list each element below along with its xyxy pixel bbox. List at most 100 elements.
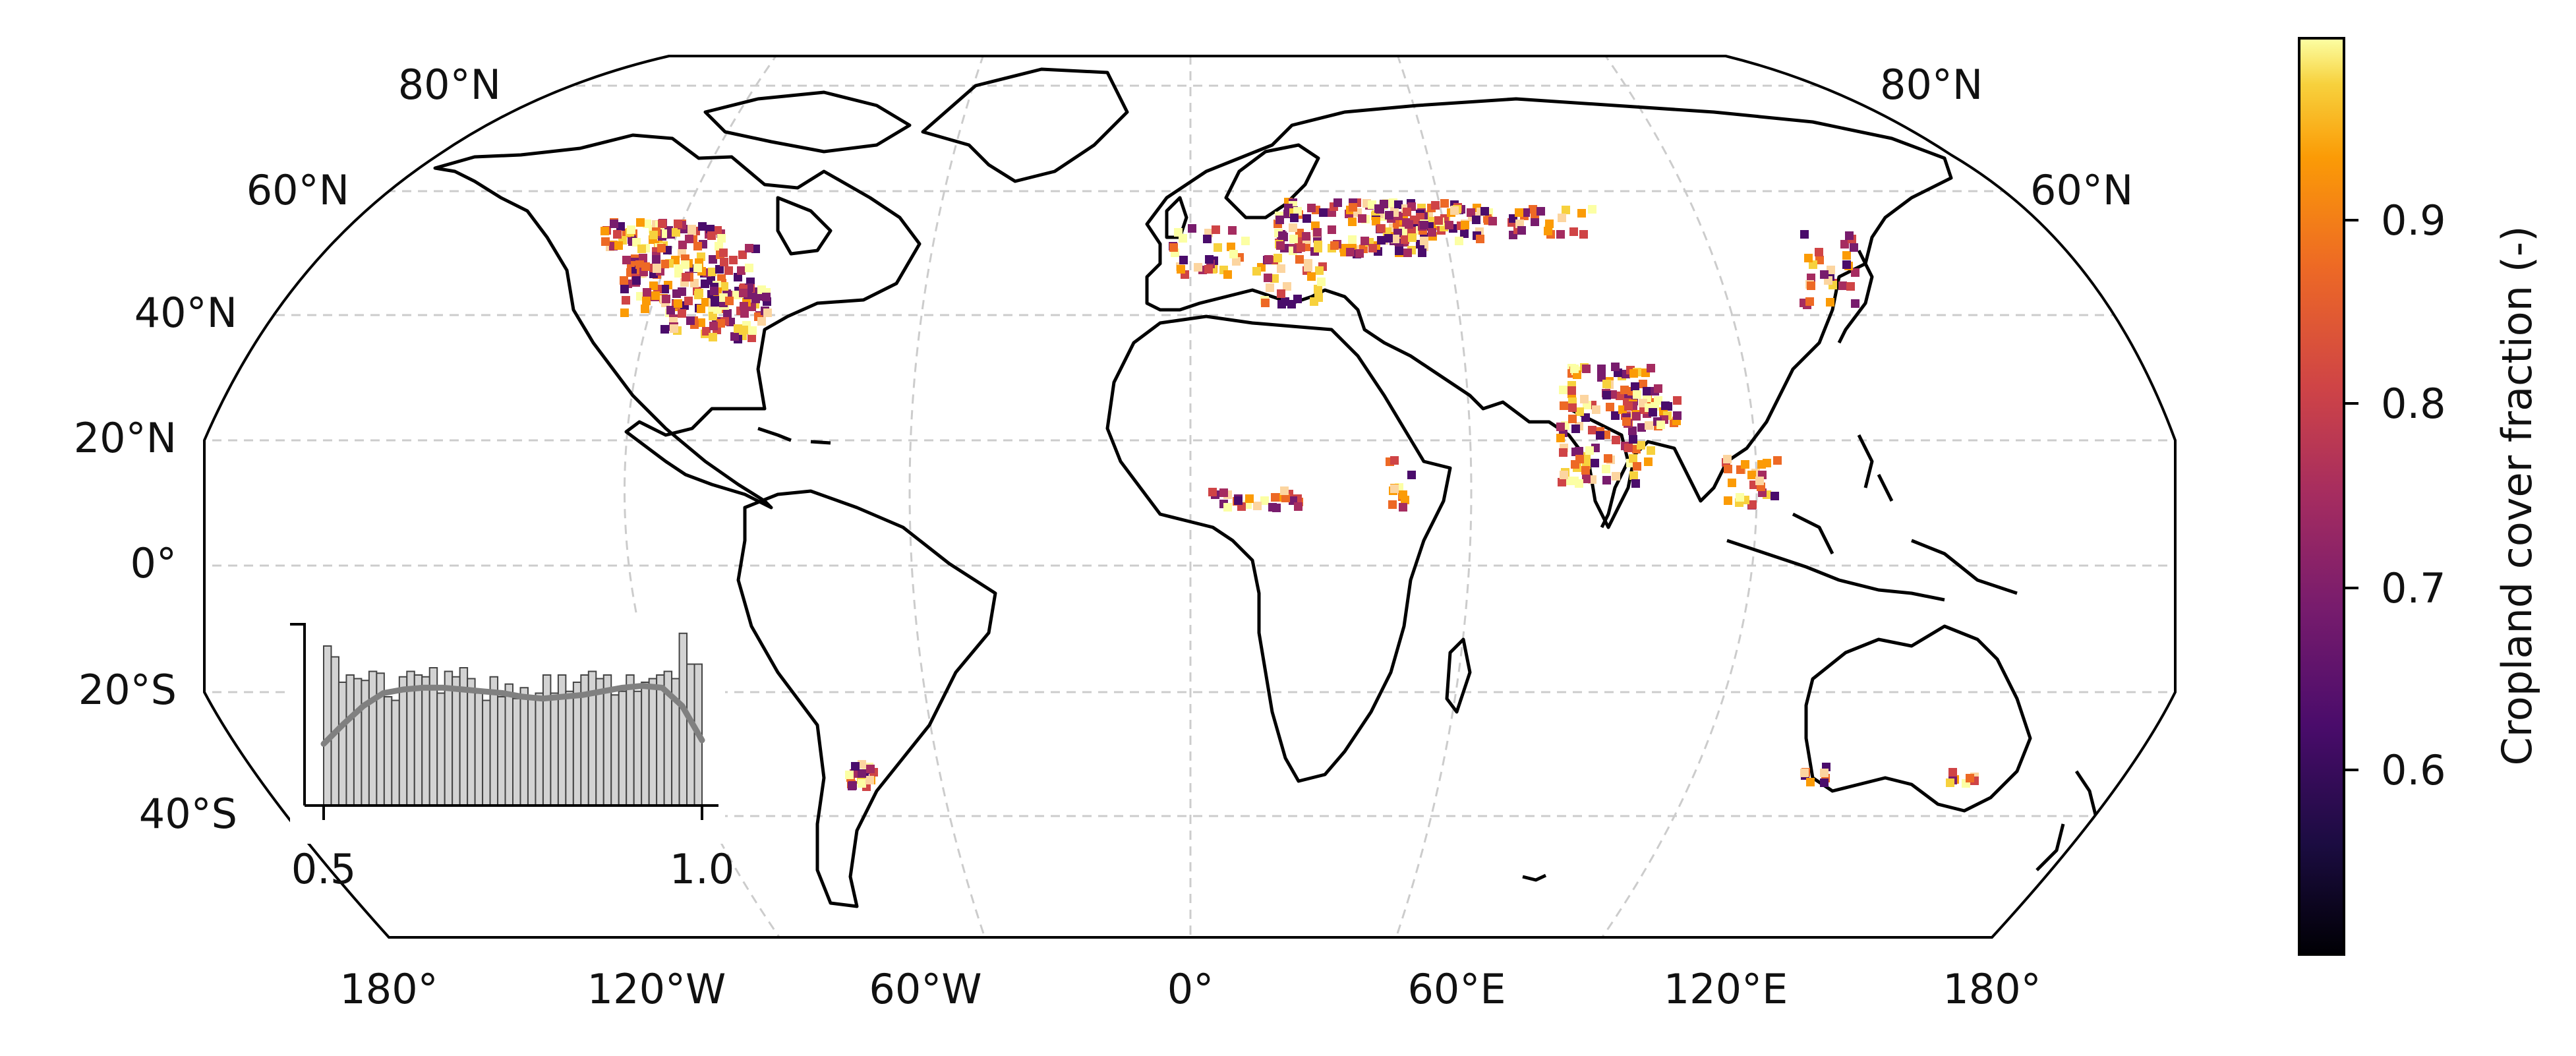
cropland-pixel: [688, 227, 696, 235]
cropland-pixel: [620, 285, 629, 293]
cropland-pixel: [709, 255, 717, 264]
cropland-pixel: [1261, 299, 1270, 307]
cropland-pixel: [1271, 493, 1279, 502]
cropland-pixel: [866, 765, 875, 773]
histogram-bar: [504, 683, 514, 806]
cropland-pixel: [1328, 225, 1336, 234]
cropland-pixel: [729, 256, 738, 264]
cropland-pixel: [1588, 205, 1596, 214]
cropland-pixel: [1290, 214, 1299, 222]
cropland-pixel: [1517, 226, 1526, 235]
cropland-pixel: [1276, 241, 1285, 250]
inset-x-tick-label-0.5: 0.5: [291, 845, 357, 893]
cropland-pixel: [1401, 235, 1409, 244]
map-frame: [203, 55, 2177, 939]
cropland-pixel: [1568, 415, 1577, 423]
cropland-pixel: [1488, 217, 1497, 225]
cropland-pixel: [660, 285, 669, 293]
cropland-pixel: [601, 237, 610, 246]
histogram-bar: [542, 674, 552, 806]
cropland-pixel: [1647, 364, 1655, 372]
cropland-pixel: [1374, 204, 1383, 213]
lat-label-0-left: 0°: [131, 539, 177, 587]
cropland-pixel: [678, 241, 687, 249]
cropland-pixel: [745, 264, 753, 272]
histogram-bar: [602, 674, 612, 806]
histogram-bar: [337, 682, 347, 806]
cropland-pixel: [1637, 423, 1646, 432]
cropland-pixel: [1208, 488, 1217, 496]
cropland-pixel: [627, 225, 635, 234]
cropland-pixel: [1281, 494, 1290, 502]
histogram-bar: [550, 692, 559, 806]
cropland-pixel: [1416, 213, 1424, 221]
cropland-pixel: [686, 316, 695, 325]
cropland-pixel: [737, 266, 746, 275]
cropland-pixel: [1270, 274, 1279, 283]
cropland-pixel: [1850, 243, 1858, 252]
cropland-pixel: [1558, 214, 1566, 222]
coast-philippines: [1857, 434, 1894, 502]
coast-hudson-bay: [776, 196, 833, 256]
coast-north-america: [433, 133, 922, 510]
colorbar-tick-0.7: 0.7: [2381, 564, 2446, 612]
lat-label-20n-left: 20°N: [74, 414, 177, 462]
cropland-pixel: [1596, 431, 1604, 440]
cropland-pixel: [1815, 248, 1823, 256]
cropland-pixel: [1304, 263, 1312, 272]
cropland-pixel: [1407, 227, 1416, 235]
cropland-pixel: [858, 769, 866, 778]
cropland-pixel: [672, 289, 681, 298]
histogram-bar: [633, 690, 643, 806]
cropland-pixel: [678, 309, 686, 318]
cropland-pixel: [1368, 200, 1376, 209]
cropland-pixel: [1420, 237, 1428, 245]
cropland-pixel: [1169, 243, 1178, 252]
kde-line: [320, 683, 705, 747]
cropland-pixel: [757, 285, 766, 294]
cropland-pixel: [1842, 260, 1851, 269]
cropland-pixel: [636, 218, 645, 227]
cropland-pixel: [1372, 217, 1380, 225]
cropland-pixel: [1624, 444, 1633, 452]
cropland-pixel: [1948, 768, 1957, 777]
cropland-pixel: [740, 302, 748, 310]
lat-label-80n-right: 80°N: [1880, 61, 1983, 109]
cropland-pixel: [1317, 278, 1326, 286]
cropland-pixel: [1656, 421, 1665, 429]
lon-label-60e: 60°E: [1407, 965, 1506, 1013]
cropland-pixel: [1388, 500, 1397, 509]
cropland-pixel: [1384, 234, 1393, 243]
cropland-pixel: [674, 220, 682, 228]
cropland-pixel: [685, 235, 693, 243]
cropland-pixel: [1611, 363, 1620, 371]
cropland-pixel: [672, 228, 680, 237]
lon-label-120w: 120°W: [587, 965, 726, 1013]
cropland-pixel: [710, 287, 718, 295]
cropland-pixel: [1395, 247, 1403, 255]
cropland-pixel: [632, 276, 641, 285]
cropland-pixel: [693, 264, 702, 272]
cropland-pixel: [1280, 486, 1289, 495]
cropland-pixel: [1302, 232, 1310, 241]
cropland-pixel: [1204, 265, 1213, 274]
cropland-pixel: [1673, 411, 1682, 420]
cropland-pixel: [1234, 496, 1243, 505]
cropland-pixel: [1569, 227, 1578, 236]
cropland-pixel: [1303, 214, 1311, 223]
cropland-pixel: [1223, 270, 1232, 279]
cropland-pixel: [1724, 465, 1732, 473]
cropland-pixel: [641, 305, 649, 313]
cropland-pixel: [1537, 207, 1545, 216]
cropland-pixel: [1264, 255, 1273, 264]
coast-uk: [1165, 196, 1188, 239]
cropland-pixel: [1602, 391, 1611, 399]
cropland-pixel: [1278, 231, 1287, 240]
lat-label-40s-left: 40°S: [139, 790, 237, 838]
colorbar: 0.6 0.7 0.8 0.9 Cropland cover fraction …: [2298, 37, 2541, 956]
cropland-pixel: [748, 326, 757, 335]
cropland-pixel: [720, 282, 728, 291]
cropland-pixel: [1431, 201, 1440, 210]
cropland-pixel: [1747, 471, 1756, 479]
